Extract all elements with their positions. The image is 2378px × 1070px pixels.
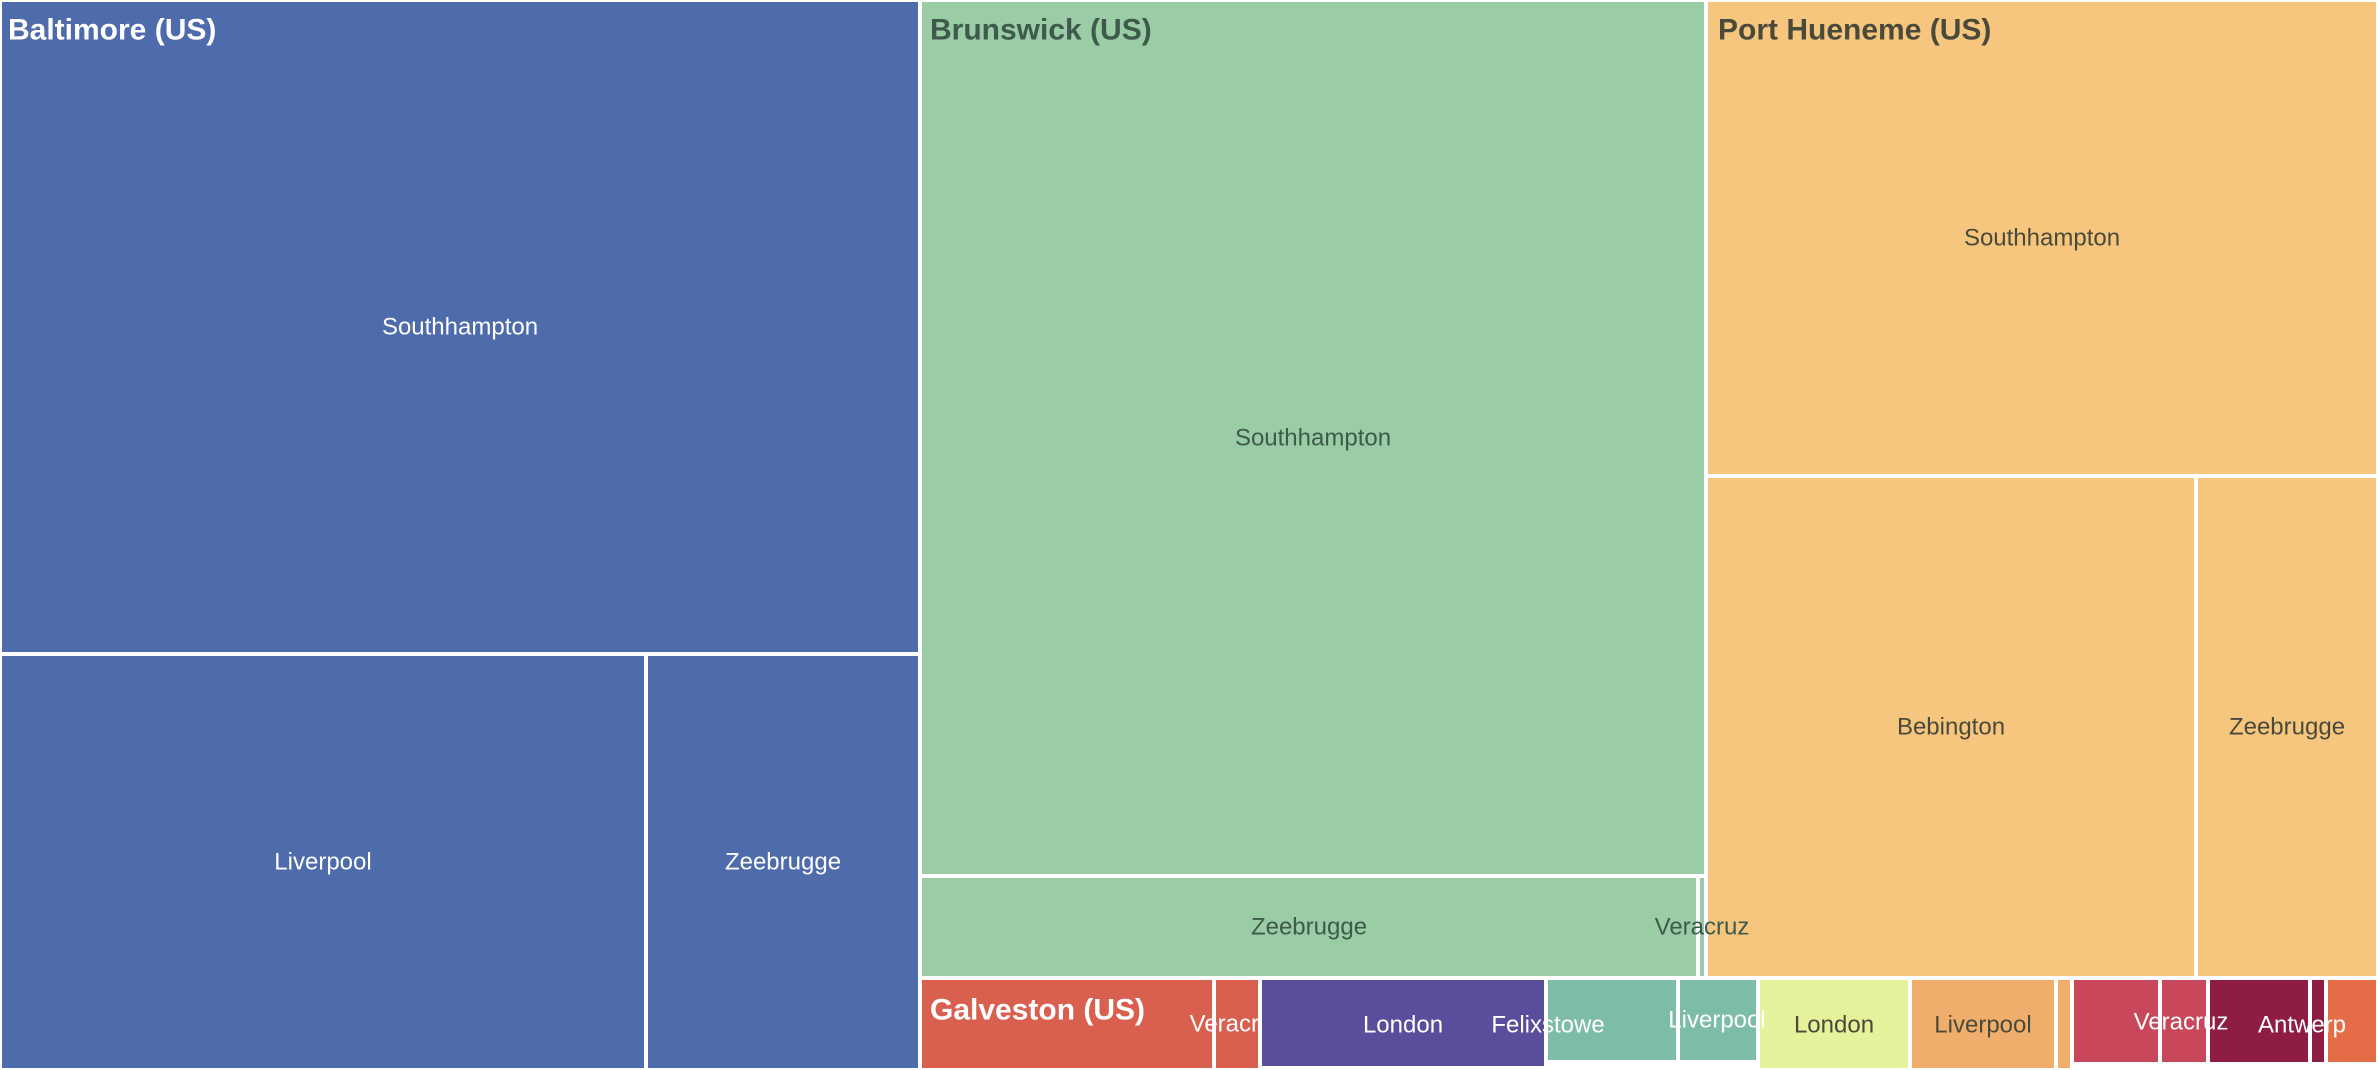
tile-label-antwerp-8: Antwerp [2258,1012,2346,1039]
tile-veracruz[interactable] [2074,980,2158,1062]
tile-liverpool[interactable] [1912,980,2054,1068]
tile-label-port-hueneme-us-southhampton: Southhampton [1964,225,2120,252]
tile-unlabeled-10[interactable] [2328,980,2376,1062]
tile-label-port-hueneme-us-zeebrugge: Zeebrugge [2229,714,2345,741]
tile-label-london-0: London [1363,1012,1443,1039]
tile-baltimore-us-southhampton[interactable] [2,2,918,652]
tile-unlabeled-9[interactable] [2312,980,2324,1062]
tile-antwerp[interactable] [2210,980,2308,1062]
tile-baltimore-us-zeebrugge[interactable] [648,656,918,1068]
tile-unlabeled-7[interactable] [2162,980,2206,1062]
group-label-brunswick-us: Brunswick (US) [930,14,1152,47]
tile-label-baltimore-us-zeebrugge: Zeebrugge [725,849,841,876]
tile-london[interactable] [1760,980,1908,1068]
tile-brunswick-us-veracruz[interactable] [1700,878,1704,976]
tile-brunswick-us-zeebrugge[interactable] [922,878,1696,976]
tile-label-port-hueneme-us-bebington: Bebington [1897,714,2005,741]
group-label-galveston-us: Galveston (US) [930,994,1145,1027]
tile-london[interactable] [1262,980,1544,1066]
tile-label-baltimore-us-liverpool: Liverpool [274,849,371,876]
tile-label-baltimore-us-southhampton: Southhampton [382,314,538,341]
tile-port-hueneme-us-southhampton[interactable] [1708,2,2376,474]
tile-baltimore-us-liverpool[interactable] [2,656,644,1068]
tile-label-london-3: London [1794,1012,1874,1039]
tile-label-brunswick-us-veracruz: Veracruz [1655,914,1750,941]
tile-galveston-us-veracruz[interactable] [1216,980,1258,1068]
tile-label-liverpool-2: Liverpool [1668,1007,1765,1034]
group-label-port-hueneme-us: Port Hueneme (US) [1718,14,1991,47]
tile-port-hueneme-us-bebington[interactable] [1708,478,2194,976]
tile-label-liverpool-4: Liverpool [1934,1012,2031,1039]
tile-label-felixstowe-1: Felixstowe [1491,1012,1604,1039]
tile-galveston-us-unlabeled[interactable] [922,980,1212,1068]
group-label-baltimore-us: Baltimore (US) [8,14,216,47]
tile-felixstowe[interactable] [1548,980,1676,1060]
tile-label-brunswick-us-zeebrugge: Zeebrugge [1251,914,1367,941]
tile-liverpool[interactable] [1680,980,1756,1060]
tile-brunswick-us-southhampton[interactable] [922,2,1704,874]
tile-label-veracruz-6: Veracruz [2134,1009,2229,1036]
tile-unlabeled-5[interactable] [2058,980,2070,1068]
tile-label-brunswick-us-southhampton: Southhampton [1235,425,1391,452]
tile-port-hueneme-us-zeebrugge[interactable] [2198,478,2376,976]
